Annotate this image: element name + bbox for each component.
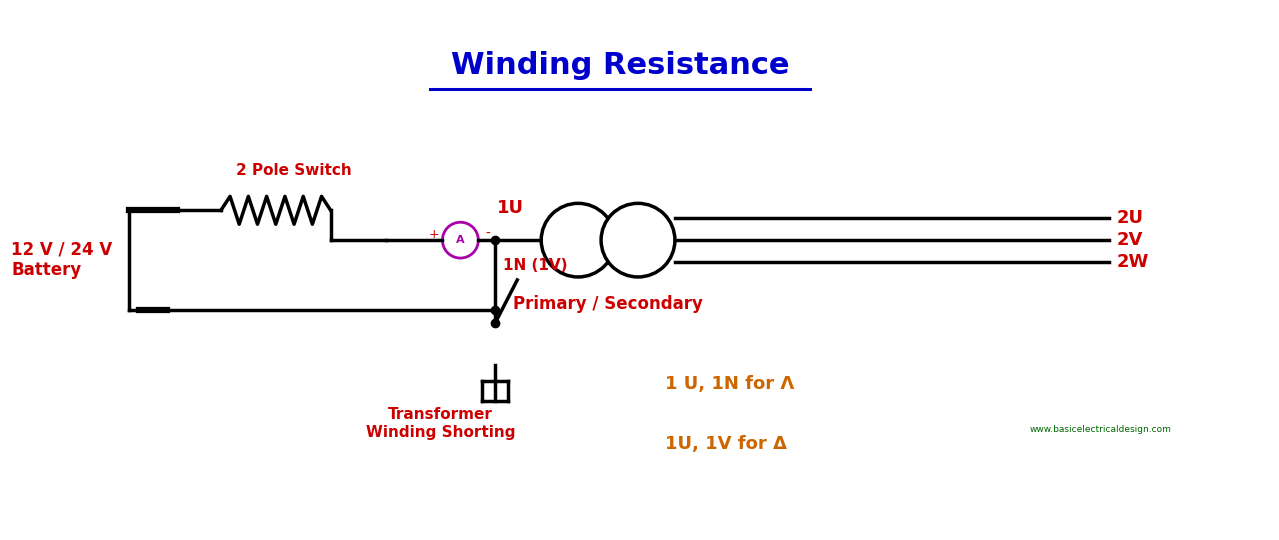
Text: A: A xyxy=(457,235,464,245)
Text: 1 U, 1N for Λ: 1 U, 1N for Λ xyxy=(665,375,794,394)
Text: 1U: 1U xyxy=(498,199,524,217)
Text: 12 V / 24 V
Battery: 12 V / 24 V Battery xyxy=(12,241,113,280)
Text: 2V: 2V xyxy=(1117,231,1143,249)
Text: +: + xyxy=(428,228,439,241)
Text: 2 Pole Switch: 2 Pole Switch xyxy=(235,164,352,179)
Text: -: - xyxy=(485,227,490,241)
Circle shape xyxy=(541,204,615,277)
Text: Primary / Secondary: Primary / Secondary xyxy=(513,295,703,313)
Text: www.basicelectricaldesign.com: www.basicelectricaldesign.com xyxy=(1030,424,1172,434)
Circle shape xyxy=(601,204,675,277)
Text: 1U, 1V for Δ: 1U, 1V for Δ xyxy=(665,435,787,453)
Text: 1N (1V): 1N (1V) xyxy=(504,258,568,273)
Text: 2U: 2U xyxy=(1117,210,1143,227)
Text: Transformer
Winding Shorting: Transformer Winding Shorting xyxy=(366,407,515,440)
Text: 2W: 2W xyxy=(1117,253,1150,271)
Circle shape xyxy=(443,222,478,258)
Text: Winding Resistance: Winding Resistance xyxy=(450,51,789,80)
